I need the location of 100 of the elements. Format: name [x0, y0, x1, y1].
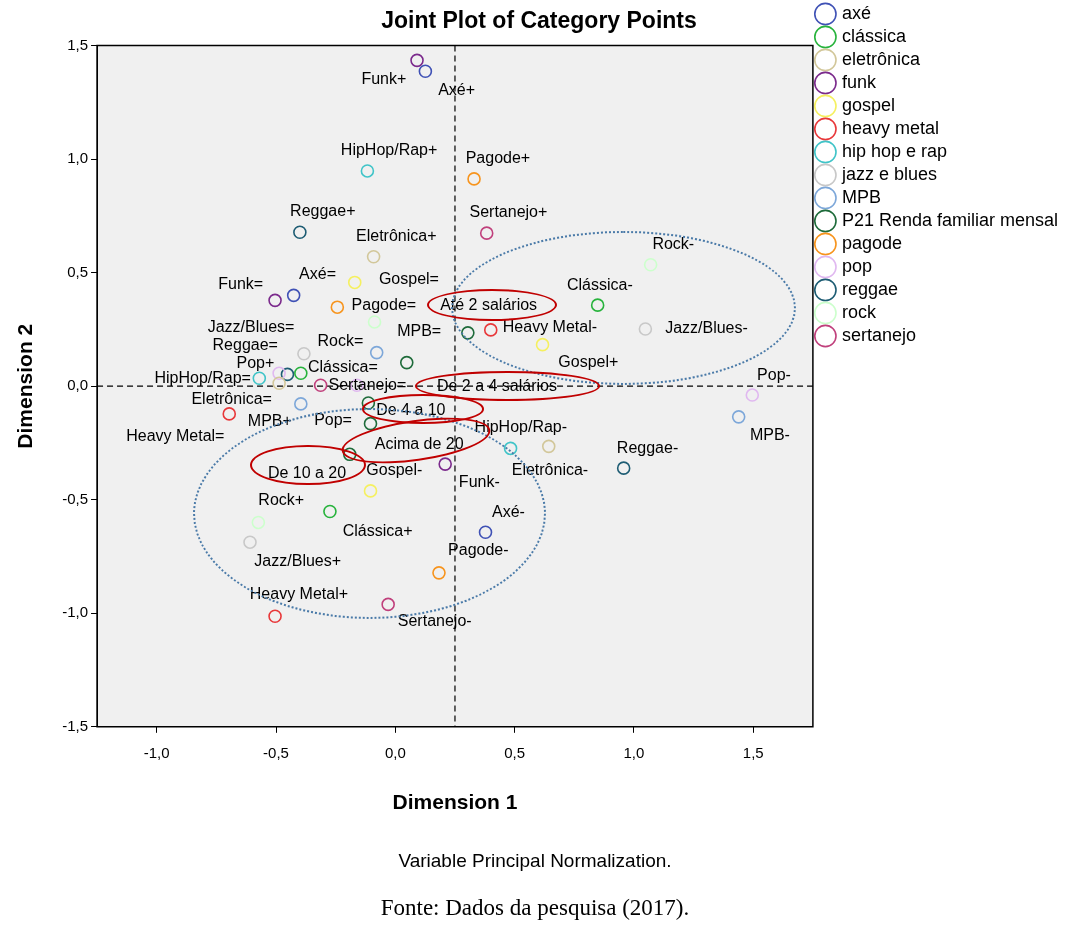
point	[330, 300, 345, 314]
x-tick-label: 1,0	[623, 743, 645, 761]
annotation: Eletrônica+	[356, 226, 437, 244]
annotation: Heavy Metal-	[502, 318, 598, 336]
legend-label: clássica	[841, 25, 907, 46]
point	[616, 461, 631, 475]
point	[361, 396, 376, 410]
point	[297, 346, 311, 361]
annotation: Rock=	[317, 332, 364, 350]
legend-label: axé	[841, 2, 871, 23]
annotation: Pop=	[314, 411, 352, 429]
legend-label: jazz e blues	[840, 163, 937, 184]
point	[643, 257, 658, 272]
annotation: Heavy Metal=	[126, 427, 225, 445]
point	[268, 609, 282, 624]
y-tick-label: 0,0	[67, 376, 89, 394]
point	[347, 275, 362, 290]
point	[272, 366, 286, 381]
text: Variable Principal Normalization.	[397, 850, 673, 872]
point	[483, 323, 498, 337]
annotation: MPB-	[749, 425, 790, 443]
point	[363, 416, 378, 431]
y-tick-label: 1,0	[67, 149, 89, 167]
legend-label: reggae	[841, 278, 898, 299]
annotation: Jazz/Blues+	[254, 552, 342, 570]
point	[479, 226, 494, 240]
x-tick-label: -0,5	[263, 743, 289, 761]
point	[286, 288, 301, 303]
annotation: Sertanejo+	[469, 202, 548, 220]
annotation: Pagode+	[465, 148, 531, 166]
annotation: Funk-	[458, 473, 500, 491]
legend-label: funk	[841, 71, 877, 92]
y-tick-label: -1,0	[62, 603, 89, 621]
legend-label: eletrônica	[841, 48, 921, 69]
point	[638, 322, 653, 336]
legend-label: heavy metal	[841, 117, 939, 138]
point	[541, 439, 556, 454]
annotation: MPB=	[397, 322, 442, 340]
legend-label: P21 Renda familiar mensal	[841, 209, 1058, 230]
annotation: Heavy Metal+	[249, 584, 349, 602]
point	[410, 53, 424, 68]
point	[222, 407, 237, 421]
legend-label: gospel	[841, 94, 895, 115]
point	[313, 378, 328, 393]
annotation: Sertanejo-	[397, 611, 472, 629]
point	[268, 293, 282, 308]
point	[323, 504, 337, 519]
legend-label: rock	[841, 301, 877, 322]
x-tick-label: -1,0	[143, 743, 170, 761]
annotation: Reggae=	[212, 335, 278, 353]
annotation: Funk+	[361, 69, 407, 87]
legend-label: pop	[841, 255, 872, 276]
annotation: Clássica+	[342, 521, 413, 539]
legend-label: hip hop e rap	[841, 140, 947, 161]
annotation: Jazz/Blues=	[207, 317, 295, 335]
point	[461, 326, 475, 340]
point	[418, 64, 433, 79]
point	[251, 515, 266, 530]
annotation: Clássica-	[566, 276, 633, 294]
annotation: Clássica=	[307, 357, 378, 375]
point	[280, 367, 295, 382]
point	[369, 345, 384, 360]
point	[381, 597, 395, 612]
point	[438, 457, 452, 471]
point	[367, 315, 382, 329]
annotation: Axé=	[299, 265, 336, 283]
y-tick-label: 1,5	[67, 35, 89, 53]
annotation: De 10 a 20	[267, 463, 347, 481]
annotation: Pop-	[757, 365, 791, 383]
annotation: Rock-	[652, 235, 695, 253]
legend-label: sertanejo	[841, 324, 916, 345]
point	[294, 397, 308, 411]
annotation: Eletrônica=	[191, 390, 272, 408]
annotation: HipHop/Rap=	[154, 368, 251, 386]
annotation: Axé-	[491, 503, 525, 521]
annotation: MPB+	[247, 412, 292, 430]
x-tick-label: 0,5	[504, 743, 526, 761]
annotation: Reggae+	[290, 201, 356, 219]
y-tick-label: -0,5	[62, 489, 89, 507]
point	[272, 376, 286, 391]
annotation: Reggae-	[616, 438, 679, 456]
legend-label: MPB	[841, 186, 881, 207]
annotation: HipHop/Rap+	[340, 140, 438, 158]
point	[342, 447, 357, 462]
annotation: Funk=	[218, 274, 264, 292]
annotation: Rock+	[258, 491, 305, 509]
annotation: Gospel=	[378, 269, 439, 287]
point	[399, 355, 414, 370]
annotation: Axé+	[438, 80, 476, 98]
annotation: Jazz/Blues-	[665, 319, 748, 337]
point	[467, 172, 481, 186]
point	[360, 164, 375, 178]
annotation: Pop+	[236, 353, 275, 371]
chart-title: Joint Plot of Category Points	[381, 7, 697, 34]
point	[535, 337, 550, 352]
annotation: Pagode=	[351, 295, 417, 313]
annotation: Gospel-	[366, 460, 423, 478]
point	[366, 249, 381, 264]
point	[294, 366, 308, 381]
point	[590, 298, 605, 312]
